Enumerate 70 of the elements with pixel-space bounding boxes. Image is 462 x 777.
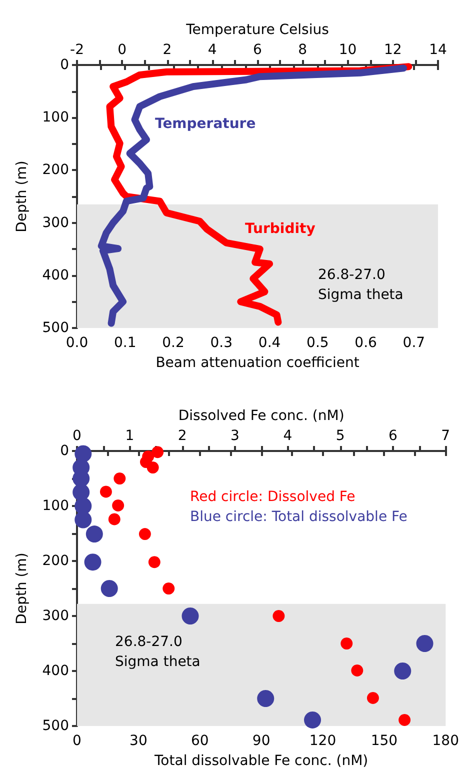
point bbox=[74, 498, 92, 514]
point bbox=[304, 711, 322, 728]
x2-tick-label: 0 bbox=[118, 42, 127, 58]
x-tick-label: 0.2 bbox=[162, 335, 184, 351]
x2-tick-label: -2 bbox=[70, 42, 84, 58]
annotation: 26.8-27.0 bbox=[115, 634, 182, 650]
text: Blue circle: Total dissolvable Fe bbox=[190, 509, 408, 525]
x2-tick-label: 14 bbox=[429, 42, 447, 58]
point bbox=[72, 484, 90, 501]
x-tick-label: 150 bbox=[370, 733, 398, 749]
x-axis-title: Beam attenuation coefficient bbox=[156, 355, 360, 371]
x2-axis-title: Dissolved Fe conc. (nM) bbox=[178, 408, 344, 424]
x-tick-label: 0.5 bbox=[306, 335, 329, 351]
x-tick-label: 90 bbox=[252, 733, 270, 749]
x-tick-label: 30 bbox=[130, 733, 148, 749]
x2-tick-label: 6 bbox=[253, 42, 262, 58]
y-tick-label: 0 bbox=[60, 443, 69, 459]
x2-tick-label: 1 bbox=[125, 428, 134, 444]
x-axis-title: Total dissolvable Fe conc. (nM) bbox=[154, 753, 368, 769]
y-tick-label: 100 bbox=[42, 110, 69, 126]
x2-tick-label: 12 bbox=[384, 42, 402, 58]
x2-tick-label: 6 bbox=[388, 428, 398, 444]
y-tick-label: 400 bbox=[42, 663, 69, 679]
y-tick-label: 200 bbox=[42, 162, 69, 178]
y-tick-label: 500 bbox=[42, 718, 69, 734]
x-tick-label: 0.4 bbox=[258, 335, 281, 351]
point bbox=[416, 635, 434, 652]
x-tick-label: 60 bbox=[190, 733, 209, 749]
y-axis-title: Depth (m) bbox=[14, 160, 30, 232]
y-tick-label: 300 bbox=[42, 608, 69, 624]
x2-tick-label: 0 bbox=[72, 428, 82, 444]
x-tick-label: 0.7 bbox=[402, 335, 426, 351]
annotation: Sigma theta bbox=[318, 287, 404, 303]
point bbox=[100, 580, 118, 597]
x-tick-label: 0 bbox=[72, 733, 82, 749]
x2-tick-label: 3 bbox=[230, 428, 240, 444]
point bbox=[257, 690, 274, 707]
y-tick-label: 300 bbox=[42, 214, 69, 231]
x-tick-label: 180 bbox=[432, 733, 460, 749]
x2-tick-label: 5 bbox=[336, 428, 345, 444]
x2-tick-label: 2 bbox=[178, 428, 187, 444]
series-label: Turbidity bbox=[245, 221, 316, 237]
series-label: Temperature bbox=[155, 116, 256, 132]
x2-tick-label: 4 bbox=[208, 42, 217, 58]
x-tick-label: 0.3 bbox=[210, 335, 233, 351]
y-tick-label: 200 bbox=[42, 553, 69, 569]
point bbox=[86, 526, 103, 543]
x2-tick-label: 8 bbox=[298, 42, 308, 58]
point bbox=[74, 511, 92, 528]
text: Red circle: Dissolved Fe bbox=[190, 489, 356, 505]
x-tick-label: 0.1 bbox=[114, 335, 136, 351]
x2-tick-label: 2 bbox=[162, 42, 172, 58]
y-axis-title: Depth (m) bbox=[14, 552, 30, 624]
x-tick-label: 0.0 bbox=[66, 335, 88, 351]
point bbox=[74, 445, 92, 462]
point bbox=[84, 554, 102, 571]
annotation: Sigma theta bbox=[115, 654, 200, 670]
annotation: 26.8-27.0 bbox=[318, 267, 386, 283]
x2-tick-label: 7 bbox=[441, 428, 450, 444]
point bbox=[182, 608, 199, 624]
x-tick-label: 120 bbox=[309, 733, 336, 749]
y-tick-label: 0 bbox=[60, 57, 69, 73]
x2-tick-label: 4 bbox=[283, 428, 292, 444]
point bbox=[394, 662, 412, 680]
x2-axis-title: Temperature Celsius bbox=[185, 22, 329, 38]
y-tick-label: 100 bbox=[42, 498, 69, 514]
x2-tick-label: 10 bbox=[338, 42, 357, 58]
y-tick-label: 500 bbox=[42, 320, 69, 336]
x-tick-label: 0.6 bbox=[354, 335, 378, 351]
y-tick-label: 400 bbox=[42, 267, 69, 284]
